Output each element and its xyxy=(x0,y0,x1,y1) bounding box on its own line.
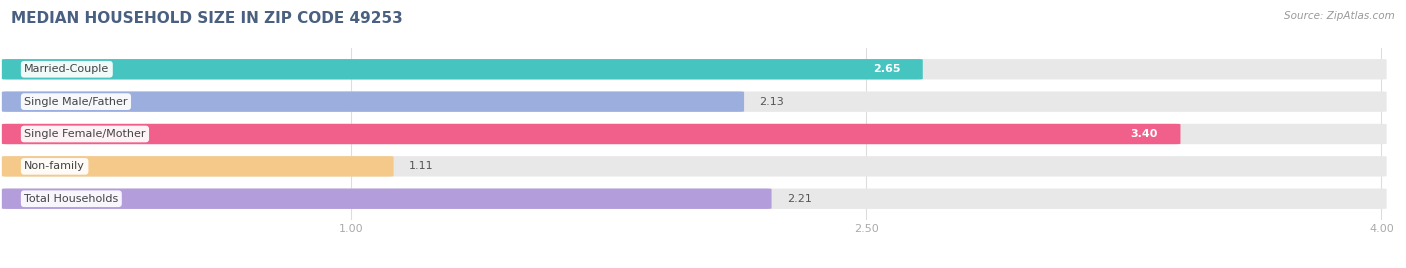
Text: 2.65: 2.65 xyxy=(873,64,900,74)
Text: Total Households: Total Households xyxy=(24,194,118,204)
Text: 2.13: 2.13 xyxy=(759,97,785,107)
FancyBboxPatch shape xyxy=(1,59,1386,80)
Text: 2.21: 2.21 xyxy=(787,194,811,204)
FancyBboxPatch shape xyxy=(1,124,1181,144)
FancyBboxPatch shape xyxy=(1,91,744,112)
FancyBboxPatch shape xyxy=(1,91,1386,112)
Text: Source: ZipAtlas.com: Source: ZipAtlas.com xyxy=(1284,11,1395,21)
FancyBboxPatch shape xyxy=(1,188,772,209)
Text: Married-Couple: Married-Couple xyxy=(24,64,110,74)
Text: MEDIAN HOUSEHOLD SIZE IN ZIP CODE 49253: MEDIAN HOUSEHOLD SIZE IN ZIP CODE 49253 xyxy=(11,11,404,26)
Text: Non-family: Non-family xyxy=(24,161,86,171)
FancyBboxPatch shape xyxy=(1,156,1386,177)
Text: Single Male/Father: Single Male/Father xyxy=(24,97,128,107)
FancyBboxPatch shape xyxy=(1,59,922,80)
FancyBboxPatch shape xyxy=(1,124,1386,144)
Text: 3.40: 3.40 xyxy=(1130,129,1159,139)
FancyBboxPatch shape xyxy=(1,156,394,177)
FancyBboxPatch shape xyxy=(1,188,1386,209)
Text: 1.11: 1.11 xyxy=(409,161,433,171)
Text: Single Female/Mother: Single Female/Mother xyxy=(24,129,146,139)
